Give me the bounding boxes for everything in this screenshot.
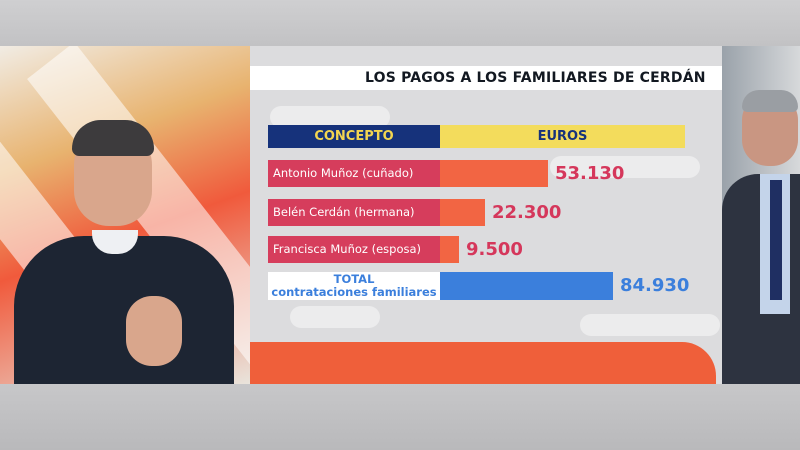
bar xyxy=(440,199,485,226)
header-euros: EUROS xyxy=(440,125,685,148)
row-label: Francisca Muñoz (esposa) xyxy=(268,236,440,263)
title-bar xyxy=(250,66,722,90)
total-label-line1: TOTAL xyxy=(333,272,375,286)
politician-photo xyxy=(722,46,800,384)
bg-cloud xyxy=(270,106,390,128)
data-label: 53.130 xyxy=(555,163,625,184)
bg-cloud xyxy=(290,306,380,328)
bottom-band xyxy=(0,384,800,450)
total-data-label: 84.930 xyxy=(620,275,690,296)
row-label: Antonio Muñoz (cuñado) xyxy=(268,160,440,187)
photo-hair xyxy=(742,90,798,112)
row-label: Belén Cerdán (hermana) xyxy=(268,199,440,226)
header-concepto: CONCEPTO xyxy=(268,125,440,148)
presenter-hand xyxy=(126,296,182,366)
bar xyxy=(440,160,548,187)
bg-cloud xyxy=(550,156,700,178)
chart-title: LOS PAGOS A LOS FAMILIARES DE CERDÁN xyxy=(365,70,706,86)
total-bar xyxy=(440,272,613,300)
presenter xyxy=(14,120,234,384)
footer-wave xyxy=(250,342,716,384)
presenter-sweater xyxy=(14,236,234,384)
bg-cloud xyxy=(580,314,720,336)
studio-presenter-shot: HE xyxy=(0,46,250,384)
top-band xyxy=(0,0,800,46)
bar xyxy=(440,236,459,263)
total-label-line2: contrataciones familiares xyxy=(271,285,437,299)
total-label: TOTAL contrataciones familiares xyxy=(268,272,440,300)
presenter-hair xyxy=(72,120,154,156)
photo-tie xyxy=(770,180,782,300)
data-label: 9.500 xyxy=(466,239,523,260)
data-label: 22.300 xyxy=(492,202,562,223)
